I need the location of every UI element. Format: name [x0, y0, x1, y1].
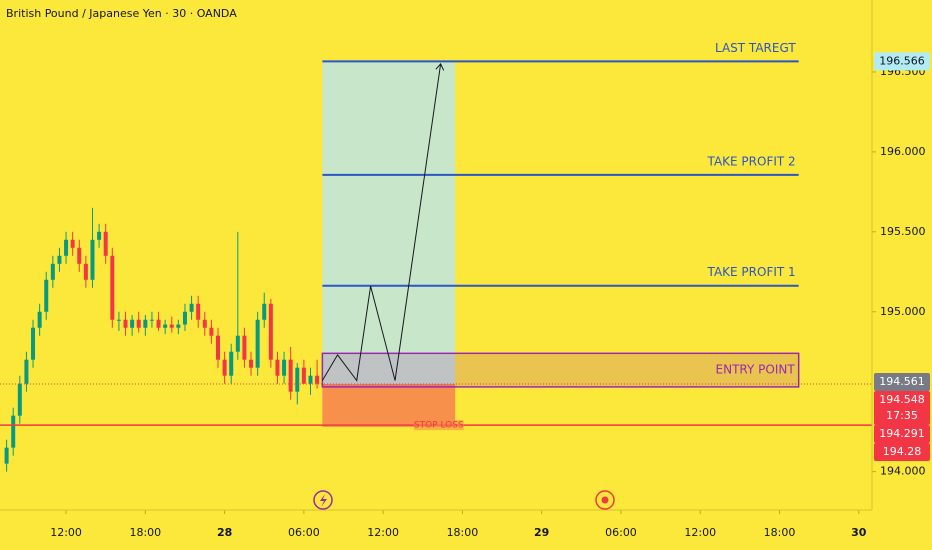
x-tick-label: 18:00 — [764, 526, 796, 539]
zone — [322, 384, 456, 427]
x-tick-label: 18:00 — [129, 526, 161, 539]
price-label: 194.291 — [879, 427, 925, 440]
level-label: TAKE PROFIT 1 — [707, 265, 796, 279]
candle-body — [77, 247, 82, 264]
candle-body — [295, 367, 300, 392]
candle-body — [288, 359, 293, 392]
candle-body — [222, 359, 227, 376]
x-tick-label: 30 — [851, 526, 867, 539]
x-tick-label: 28 — [217, 526, 232, 539]
candle-body — [176, 324, 181, 328]
price-label-bg — [874, 442, 930, 461]
y-tick-label: 196.000 — [880, 145, 926, 158]
candle-body — [301, 367, 306, 384]
event-icon[interactable] — [313, 490, 333, 510]
y-tick-label: 195.500 — [880, 225, 926, 238]
candle-body — [4, 447, 9, 464]
entry-box — [321, 352, 800, 388]
candle-body — [123, 319, 128, 328]
price-label: 194.561 — [879, 375, 925, 388]
chart-title: British Pound / Japanese Yen · 30 · OAND… — [6, 7, 237, 20]
candle-body — [149, 319, 154, 321]
candle-body — [196, 303, 201, 320]
x-tick-label: 06:00 — [288, 526, 320, 539]
candle-body — [44, 279, 49, 312]
y-tick-label: 195.000 — [880, 305, 926, 318]
candle-body — [163, 324, 168, 328]
candle-body — [103, 231, 108, 256]
candle-body — [189, 303, 194, 312]
candle-body — [169, 324, 174, 328]
candle-body — [182, 311, 187, 325]
candle-body — [255, 319, 260, 368]
candle-body — [97, 231, 102, 240]
y-tick-label: 194.000 — [880, 465, 926, 478]
candle-body — [83, 263, 88, 280]
price-label-bg — [874, 390, 930, 425]
event-icon[interactable] — [595, 490, 615, 510]
candle-body — [31, 327, 36, 360]
candle-body — [70, 239, 75, 248]
candle-body — [308, 375, 313, 384]
candle-body — [202, 319, 207, 328]
candle-body — [130, 319, 135, 328]
x-tick-label: 18:00 — [447, 526, 479, 539]
candle-body — [90, 239, 95, 280]
candle-body — [11, 415, 16, 448]
candle-body — [156, 319, 161, 328]
candle-body — [209, 327, 214, 336]
candle-body — [57, 255, 62, 264]
candle-body — [315, 375, 320, 384]
price-label: 194.548 — [879, 393, 925, 406]
price-label: 194.28 — [883, 445, 922, 458]
candle-body — [17, 383, 22, 416]
x-tick-label: 06:00 — [605, 526, 637, 539]
x-tick-label: 12:00 — [50, 526, 82, 539]
candle-body — [229, 351, 234, 376]
candle-body — [216, 335, 220, 360]
candle-body — [275, 359, 280, 376]
candle-body — [64, 239, 69, 256]
candle-body — [50, 263, 55, 280]
price-label-bg — [874, 424, 930, 443]
x-tick-label: 12:00 — [367, 526, 399, 539]
stop-loss-label-bg — [413, 420, 464, 431]
candle-body — [242, 335, 247, 360]
level-label: LAST TAREGT — [715, 41, 796, 55]
x-tick-label: 29 — [534, 526, 549, 539]
stop-loss-label: STOP LOSS — [414, 421, 464, 431]
candle-body — [116, 319, 121, 321]
candle-body — [282, 359, 287, 376]
level-label: TAKE PROFIT 2 — [707, 154, 796, 168]
candle-body — [37, 311, 42, 328]
entry-label: ENTRY POINT — [716, 363, 796, 377]
countdown-label: 17:35 — [886, 409, 918, 422]
price-label: 196.566 — [879, 54, 925, 67]
candle-body — [249, 359, 254, 368]
candle-body — [262, 303, 267, 320]
arrow-path — [321, 64, 440, 382]
candle-body — [143, 319, 148, 328]
zone — [322, 61, 456, 385]
candle-body — [235, 335, 240, 352]
candle-body — [110, 255, 115, 320]
x-tick-label: 12:00 — [684, 526, 716, 539]
candle-body — [24, 359, 29, 384]
price-label-bg — [874, 372, 930, 391]
candle-body — [136, 319, 141, 328]
price-label-bg — [874, 52, 930, 71]
candle-body — [268, 303, 273, 360]
